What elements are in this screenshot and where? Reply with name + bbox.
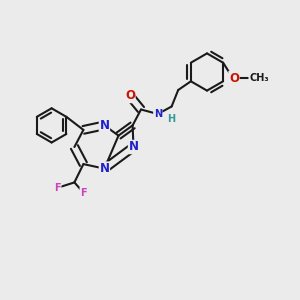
Text: N: N xyxy=(154,109,162,119)
Text: F: F xyxy=(54,183,61,193)
Text: N: N xyxy=(128,140,139,154)
Text: N: N xyxy=(99,162,110,175)
Text: H: H xyxy=(167,114,175,124)
Text: CH₃: CH₃ xyxy=(249,73,268,83)
Text: O: O xyxy=(125,89,135,103)
Text: N: N xyxy=(99,119,110,132)
Text: F: F xyxy=(80,188,87,198)
Text: O: O xyxy=(229,71,239,85)
